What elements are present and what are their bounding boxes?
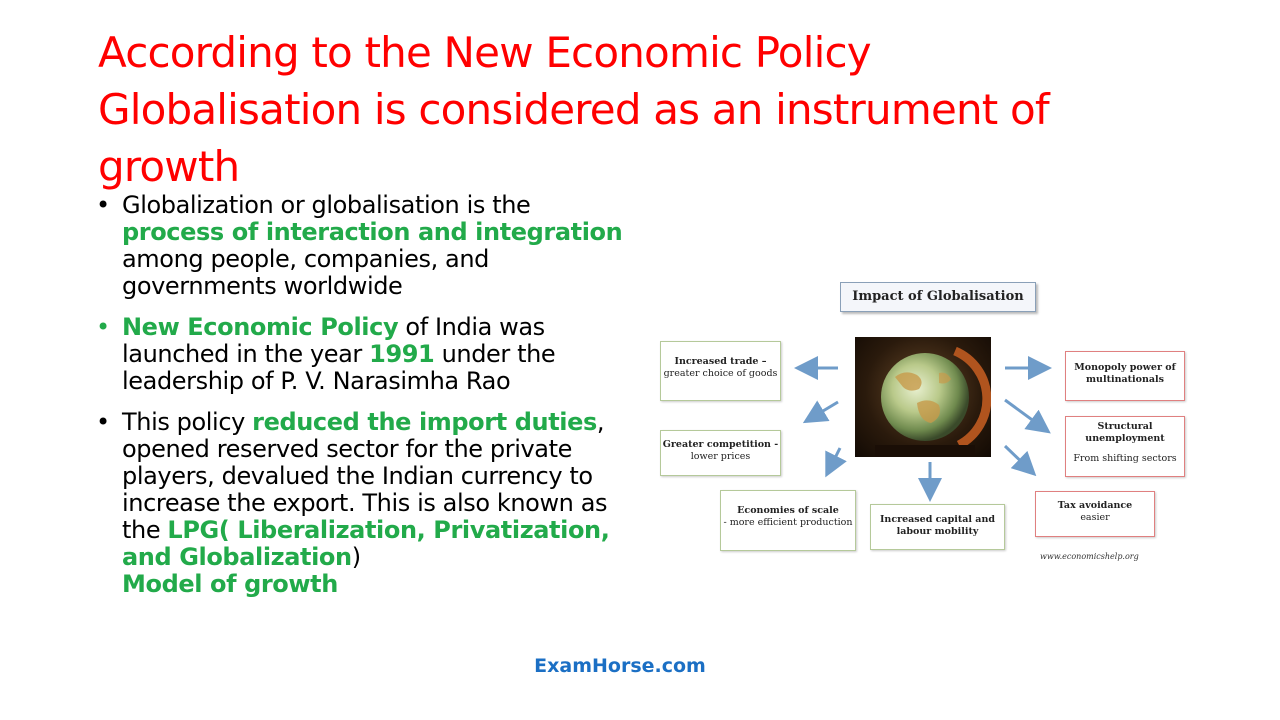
box-sublabel: greater choice of goods: [663, 368, 778, 379]
box-tax-avoidance: Tax avoidance easier: [1035, 491, 1155, 537]
bullet-list: • Globalization or globalisation is the p…: [96, 192, 636, 612]
title-line-2: Globalisation is considered as an instru…: [98, 85, 1050, 134]
arrow-to-competition: [802, 400, 839, 424]
box-label: Greater competition -: [662, 439, 779, 450]
bullet-highlight: process of interaction and integration: [122, 218, 623, 246]
globe-icon: [875, 346, 991, 457]
bullet-text: , opened reserved sector for the private…: [122, 408, 608, 544]
impact-of-globalisation-diagram: Impact of Globalisation Increased trade …: [650, 270, 1210, 580]
bullet-new-economic-policy: • New Economic Policy of India was launch…: [96, 314, 636, 395]
arrow-to-tax: [1003, 444, 1037, 477]
box-increased-trade: Increased trade – greater choice of good…: [660, 341, 781, 401]
bullet-highlight: Model of growth: [122, 570, 338, 598]
box-label: Economies of scale: [737, 505, 839, 516]
globe-image: [855, 337, 991, 457]
diagram-title: Impact of Globalisation: [840, 282, 1036, 312]
bullet-policy-effects: • This policy reduced the import duties,…: [96, 409, 636, 598]
bullet-highlight: New Economic Policy: [122, 313, 399, 341]
bullet-highlight: reduced the import duties: [252, 408, 597, 436]
bullet-marker: •: [96, 408, 110, 436]
bullet-globalization-definition: • Globalization or globalisation is the p…: [96, 192, 636, 300]
bullet-text: of India was launched in the year: [122, 313, 545, 368]
box-sublabel: lower prices: [690, 451, 751, 462]
bullet-highlight: 1991: [369, 340, 435, 368]
bullet-text: This policy: [122, 408, 253, 436]
bullet-marker: •: [96, 191, 110, 219]
box-sublabel: - more efficient production: [723, 517, 853, 528]
diagram-title-text: Impact of Globalisation: [852, 289, 1024, 304]
bullet-text: under the leadership of P. V. Narasimha …: [122, 340, 556, 395]
bullet-text: Globalization or globalisation is the: [122, 191, 531, 219]
bullet-text: among people, companies, and governments…: [122, 245, 490, 300]
box-structural-unemployment: Structural unemployment From shifting se…: [1065, 416, 1185, 477]
box-economies-of-scale: Economies of scale - more efficient prod…: [720, 490, 856, 551]
bullet-text: ): [351, 543, 361, 571]
box-label: Monopoly power of multinationals: [1074, 362, 1176, 385]
title-line-1: According to the New Economic Policy: [98, 28, 872, 77]
slide-title: According to the New Economic Policy Glo…: [98, 24, 1198, 195]
box-label: Structural unemployment: [1085, 421, 1165, 444]
box-monopoly-power: Monopoly power of multinationals: [1065, 351, 1185, 401]
box-label: Increased capital and labour mobility: [879, 514, 996, 537]
box-sublabel: easier: [1080, 512, 1110, 523]
bullet-marker: •: [96, 313, 110, 341]
bullet-highlight: LPG( Liberalization, Privatization, and …: [122, 516, 610, 571]
box-sublabel: From shifting sectors: [1073, 453, 1177, 464]
arrow-to-scale: [825, 447, 847, 478]
diagram-arrows: [794, 356, 1052, 502]
diagram-source: www.economicshelp.org: [1040, 552, 1139, 561]
footer-brand: ExamHorse.com: [534, 655, 706, 677]
box-greater-competition: Greater competition - lower prices: [660, 430, 781, 476]
title-line-3: growth: [98, 142, 240, 191]
box-increased-capital: Increased capital and labour mobility: [870, 504, 1005, 550]
box-label: Tax avoidance: [1057, 500, 1133, 511]
arrow-to-structural: [1004, 398, 1051, 434]
box-label: Increased trade –: [674, 356, 767, 367]
